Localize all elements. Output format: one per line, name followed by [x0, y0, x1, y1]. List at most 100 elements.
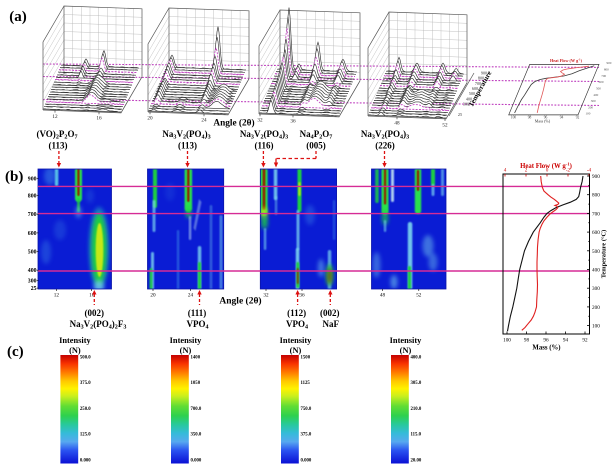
svg-text:1125: 1125 [301, 381, 311, 386]
svg-text:700: 700 [28, 212, 37, 218]
svg-text:400: 400 [28, 268, 37, 274]
svg-text:Temperature (°C): Temperature (°C) [601, 230, 608, 279]
svg-text:Heat Flow (W g-1): Heat Flow (W g-1) [550, 58, 583, 63]
svg-text:200: 200 [592, 305, 600, 311]
svg-text:Na3V2(PO4)3: Na3V2(PO4)3 [240, 129, 288, 141]
svg-text:20: 20 [150, 293, 156, 299]
svg-text:500.0: 500.0 [80, 356, 91, 361]
svg-text:52: 52 [442, 122, 448, 128]
svg-text:100: 100 [592, 324, 600, 330]
svg-text:(VO)2P2O7: (VO)2P2O7 [36, 129, 77, 141]
svg-text:Intensity: Intensity [390, 336, 422, 345]
svg-text:Angle (2θ): Angle (2θ) [219, 296, 261, 307]
svg-text:(111): (111) [188, 308, 207, 318]
svg-text:700.0: 700.0 [191, 407, 202, 412]
svg-text:(a): (a) [9, 9, 27, 25]
svg-text:600: 600 [472, 86, 478, 91]
svg-text:32: 32 [257, 118, 263, 124]
svg-text:(113): (113) [178, 141, 197, 151]
svg-text:-2: -2 [566, 168, 571, 174]
svg-text:2: 2 [525, 168, 528, 174]
svg-text:25: 25 [31, 286, 37, 292]
svg-text:900: 900 [481, 71, 487, 76]
svg-text:92: 92 [576, 116, 580, 120]
svg-text:25: 25 [458, 112, 462, 117]
svg-text:92: 92 [582, 338, 588, 344]
svg-text:0.000: 0.000 [191, 458, 202, 463]
svg-text:NaF: NaF [323, 319, 340, 329]
svg-text:250.0: 250.0 [80, 407, 91, 412]
svg-text:1500: 1500 [301, 356, 311, 361]
svg-text:VPO4: VPO4 [286, 319, 308, 331]
svg-text:0.000: 0.000 [80, 458, 91, 463]
svg-text:900: 900 [592, 174, 600, 180]
svg-text:600: 600 [599, 80, 604, 84]
svg-text:800: 800 [604, 68, 609, 72]
svg-text:4: 4 [504, 168, 507, 174]
svg-text:(116): (116) [255, 141, 274, 151]
svg-text:12: 12 [52, 114, 58, 120]
svg-text:500: 500 [469, 91, 475, 96]
svg-text:100: 100 [511, 116, 517, 120]
svg-text:900: 900 [28, 177, 37, 183]
svg-text:115.0: 115.0 [411, 433, 422, 438]
svg-text:900: 900 [607, 61, 612, 65]
svg-text:1400: 1400 [191, 356, 201, 361]
svg-text:Mass (%): Mass (%) [532, 345, 560, 352]
svg-text:36: 36 [299, 293, 305, 299]
svg-text:300: 300 [28, 278, 37, 284]
svg-text:750.0: 750.0 [301, 407, 312, 412]
svg-text:210.0: 210.0 [411, 407, 422, 412]
svg-text:Intensity: Intensity [59, 336, 91, 345]
svg-text:12: 12 [54, 293, 60, 299]
svg-text:(112): (112) [287, 308, 306, 318]
svg-text:305.0: 305.0 [411, 381, 422, 386]
svg-text:700: 700 [601, 74, 606, 78]
svg-text:94: 94 [563, 338, 569, 344]
svg-text:(002): (002) [85, 308, 105, 318]
svg-text:(b): (b) [5, 169, 23, 185]
svg-text:400: 400 [592, 268, 600, 274]
svg-text:500: 500 [592, 249, 600, 255]
svg-text:400: 400 [593, 93, 598, 97]
svg-text:(N): (N) [69, 346, 81, 355]
svg-text:600: 600 [592, 230, 600, 236]
svg-text:32: 32 [263, 293, 269, 299]
svg-text:(226): (226) [375, 141, 395, 151]
svg-text:Na4P2O7: Na4P2O7 [300, 129, 333, 141]
svg-text:350.0: 350.0 [191, 433, 202, 438]
svg-text:800: 800 [28, 194, 37, 200]
svg-text:-4: -4 [587, 168, 592, 174]
svg-text:1050: 1050 [191, 381, 201, 386]
svg-text:400.0: 400.0 [411, 356, 422, 361]
svg-text:800: 800 [478, 76, 484, 81]
svg-text:16: 16 [96, 116, 102, 122]
svg-text:Na3V2(PO4)3: Na3V2(PO4)3 [162, 129, 210, 141]
svg-text:700: 700 [475, 81, 481, 86]
svg-text:98: 98 [528, 116, 532, 120]
svg-text:52: 52 [416, 293, 422, 299]
svg-text:36: 36 [290, 119, 296, 125]
svg-text:375.0: 375.0 [80, 381, 91, 386]
svg-text:Intensity: Intensity [170, 336, 202, 345]
svg-text:300: 300 [591, 99, 596, 103]
svg-text:400: 400 [466, 96, 472, 101]
svg-text:300: 300 [592, 286, 600, 292]
svg-text:98: 98 [524, 338, 530, 344]
svg-text:24: 24 [188, 293, 194, 299]
svg-text:48: 48 [380, 293, 386, 299]
svg-text:94: 94 [560, 116, 564, 120]
svg-text:200: 200 [588, 105, 593, 109]
svg-text:96: 96 [543, 338, 549, 344]
svg-text:100: 100 [586, 112, 591, 116]
svg-text:(113): (113) [49, 141, 68, 151]
svg-text:0.000: 0.000 [301, 458, 312, 463]
svg-text:125.0: 125.0 [80, 433, 91, 438]
svg-text:96: 96 [544, 116, 548, 120]
svg-text:500: 500 [596, 86, 601, 90]
svg-text:100: 100 [503, 338, 511, 344]
svg-text:Intensity: Intensity [280, 336, 312, 345]
svg-text:(N): (N) [400, 346, 412, 355]
svg-text:(002): (002) [320, 308, 340, 318]
svg-text:VPO4: VPO4 [186, 319, 208, 331]
